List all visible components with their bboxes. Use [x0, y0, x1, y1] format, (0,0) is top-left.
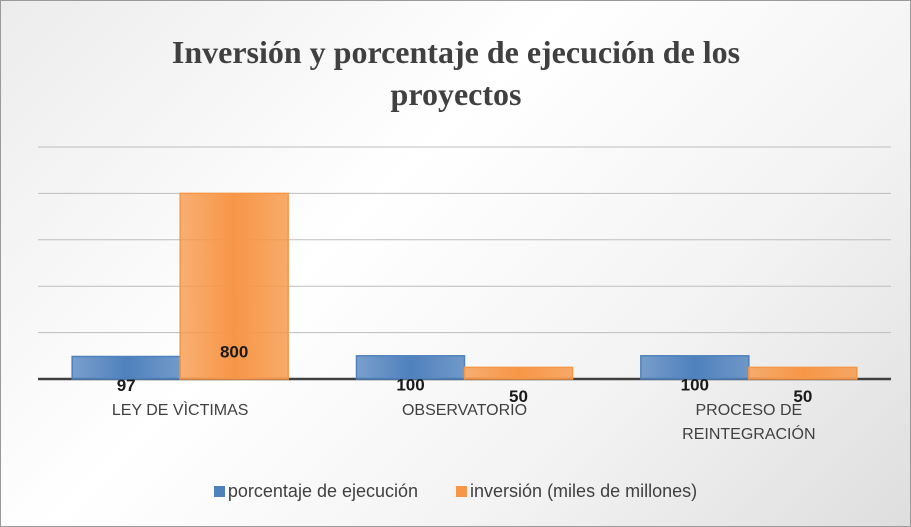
- legend: porcentaje de ejecución inversión (miles …: [1, 481, 910, 502]
- bar: [179, 192, 289, 380]
- data-label: 50: [793, 387, 812, 406]
- legend-label: inversión (miles de millones): [470, 481, 698, 501]
- legend-swatch: [456, 486, 468, 497]
- data-label: 800: [220, 342, 248, 361]
- x-tick-label: PROCESO DE REINTEGRACIÓN: [682, 402, 816, 443]
- legend-swatch: [213, 486, 225, 497]
- x-tick-label: OBSERVATORIO: [401, 402, 528, 419]
- bar: [748, 366, 858, 380]
- data-label: 50: [509, 387, 528, 406]
- x-tick-label: LEY DE VÌCTIMAS: [111, 402, 249, 419]
- data-label: 100: [396, 375, 424, 394]
- bar: [463, 366, 574, 380]
- legend-item: porcentaje de ejecución: [213, 481, 419, 502]
- data-label: 97: [117, 376, 136, 395]
- legend-label: porcentaje de ejecución: [227, 481, 419, 501]
- chart-title: Inversión y porcentaje de ejecución de l…: [171, 34, 741, 112]
- data-label: 100: [681, 375, 709, 394]
- legend-item: inversión (miles de millones): [456, 481, 697, 502]
